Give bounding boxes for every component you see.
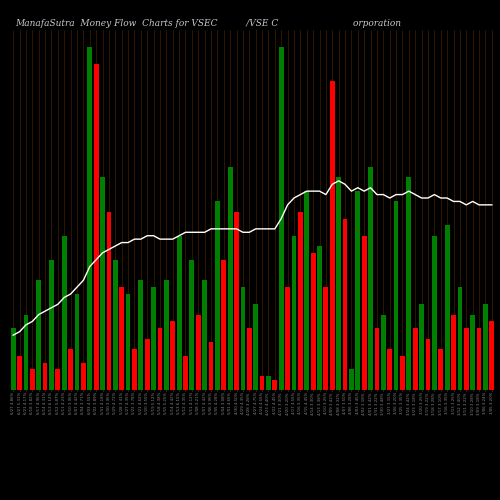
Bar [413, 328, 418, 390]
Bar [464, 328, 468, 390]
Bar [24, 314, 28, 390]
Bar [68, 349, 73, 390]
Bar [285, 287, 290, 390]
Bar [190, 260, 194, 390]
Bar [254, 304, 258, 390]
Bar [30, 370, 34, 390]
Bar [330, 82, 334, 390]
Bar [374, 328, 380, 390]
Bar [368, 167, 373, 390]
Bar [483, 304, 488, 390]
Bar [458, 287, 462, 390]
Bar [349, 370, 354, 390]
Bar [260, 376, 264, 390]
Bar [490, 322, 494, 390]
Bar [81, 362, 86, 390]
Bar [132, 349, 137, 390]
Bar [394, 202, 398, 390]
Bar [247, 328, 252, 390]
Bar [56, 370, 60, 390]
Bar [176, 236, 182, 390]
Bar [74, 294, 80, 390]
Bar [183, 356, 188, 390]
Bar [324, 287, 328, 390]
Bar [88, 47, 92, 390]
Bar [170, 322, 175, 390]
Bar [62, 236, 66, 390]
Bar [164, 280, 168, 390]
Bar [426, 338, 430, 390]
Bar [304, 191, 309, 390]
Bar [202, 280, 207, 390]
Bar [388, 349, 392, 390]
Bar [470, 314, 475, 390]
Bar [362, 236, 366, 390]
Bar [342, 218, 347, 390]
Bar [266, 376, 271, 390]
Bar [196, 314, 200, 390]
Bar [228, 167, 232, 390]
Bar [49, 260, 54, 390]
Bar [106, 212, 112, 390]
Bar [11, 328, 16, 390]
Bar [208, 342, 214, 390]
Bar [100, 178, 105, 390]
Text: ManafaSutra  Money Flow  Charts for VSEC          /VSE C                        : ManafaSutra Money Flow Charts for VSEC /… [15, 19, 401, 28]
Bar [240, 287, 246, 390]
Bar [94, 64, 98, 390]
Bar [419, 304, 424, 390]
Bar [476, 328, 482, 390]
Bar [432, 236, 437, 390]
Bar [272, 380, 277, 390]
Bar [292, 236, 296, 390]
Bar [234, 212, 239, 390]
Bar [215, 202, 220, 390]
Bar [356, 191, 360, 390]
Bar [438, 349, 443, 390]
Bar [145, 338, 150, 390]
Bar [279, 47, 283, 390]
Bar [138, 280, 143, 390]
Bar [451, 314, 456, 390]
Bar [406, 178, 411, 390]
Bar [126, 294, 130, 390]
Bar [400, 356, 405, 390]
Bar [113, 260, 117, 390]
Bar [151, 287, 156, 390]
Bar [222, 260, 226, 390]
Bar [381, 314, 386, 390]
Bar [158, 328, 162, 390]
Bar [444, 226, 450, 390]
Bar [120, 287, 124, 390]
Bar [17, 356, 22, 390]
Bar [36, 280, 41, 390]
Bar [317, 246, 322, 390]
Bar [42, 362, 48, 390]
Bar [298, 212, 303, 390]
Bar [336, 178, 341, 390]
Bar [310, 253, 316, 390]
